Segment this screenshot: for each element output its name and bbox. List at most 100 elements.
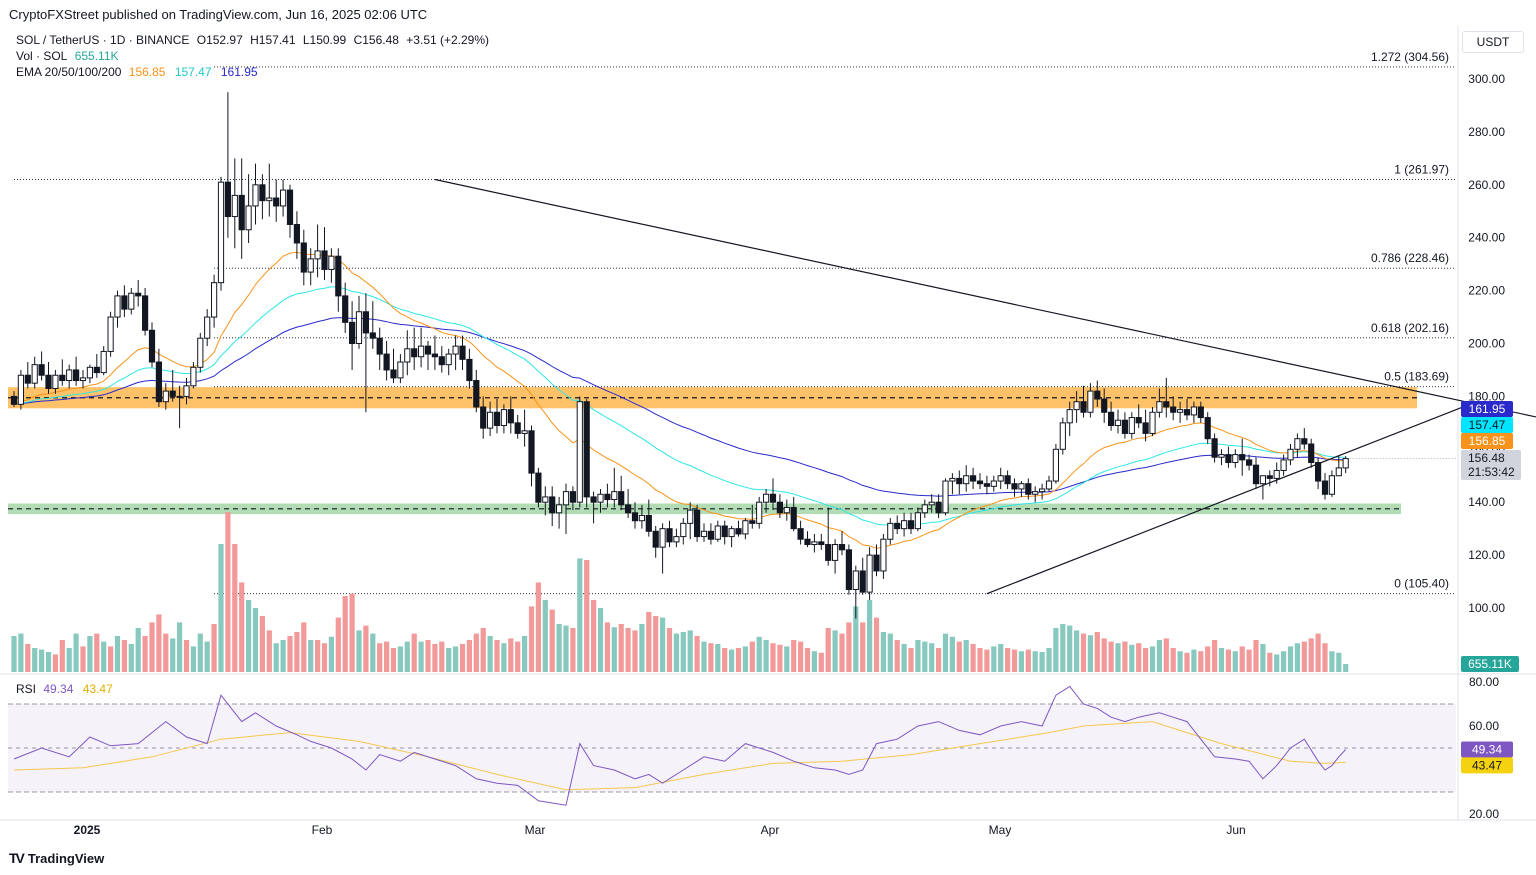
volume-bar — [211, 624, 217, 672]
candle — [231, 158, 238, 249]
candle — [528, 425, 535, 487]
candle-body-up — [1280, 459, 1287, 471]
candle-body-up — [1218, 454, 1225, 458]
candle-body-up — [79, 377, 87, 382]
candle — [535, 467, 542, 508]
candle — [997, 467, 1004, 489]
volume-bar — [335, 617, 341, 672]
volume-bar — [956, 641, 962, 672]
candle-body-up — [204, 316, 211, 339]
candle — [300, 229, 307, 286]
rsi-legend[interactable]: RSI 49.34 43.47 — [16, 682, 119, 696]
volume-bar — [1184, 652, 1190, 672]
candle-body-down — [694, 509, 701, 538]
volume-bar — [1281, 651, 1287, 672]
candle-body-up — [197, 337, 204, 368]
volume-bar — [1253, 640, 1259, 672]
candle — [1328, 470, 1336, 497]
candle-body-up — [1273, 469, 1280, 479]
candle-body-down — [1094, 390, 1101, 400]
volume-bar — [949, 636, 955, 672]
volume-bar — [1080, 633, 1087, 672]
candle-body-up — [1032, 491, 1039, 495]
fib-label-3: 0.618 (202.16) — [1371, 321, 1449, 335]
candle — [659, 523, 666, 574]
volume-bar — [611, 627, 617, 672]
candle-body-down — [707, 530, 714, 540]
volume-bar — [1101, 638, 1107, 672]
candle — [1246, 454, 1253, 471]
price-tick-6: 180.00 — [1468, 389, 1505, 403]
candle-body-up — [162, 390, 169, 403]
ema20-badge-bg — [1461, 433, 1513, 449]
candle-body-down — [321, 250, 328, 270]
candle — [135, 280, 142, 307]
volume-bar — [156, 614, 162, 672]
tradingview-wordmark: TradingView — [27, 850, 105, 866]
candle — [521, 409, 528, 447]
volume-bar — [963, 640, 969, 672]
volume-bar — [922, 641, 928, 672]
candle-body-down — [569, 491, 576, 503]
volume-bar — [183, 640, 190, 672]
descending-trendline — [434, 178, 1536, 418]
time-label-feb: Feb — [312, 823, 333, 837]
volume-bar — [1129, 644, 1135, 672]
volume-legend[interactable]: Vol · SOL 655.11K — [16, 49, 123, 63]
candle — [914, 507, 921, 532]
volume-bar — [860, 622, 866, 672]
volume-bar — [1294, 643, 1300, 672]
volume-bar — [998, 644, 1004, 672]
candle-body-down — [1101, 398, 1108, 413]
symbol-name[interactable]: SOL / TetherUS · 1D · BINANCE — [16, 33, 190, 47]
volume-bar — [1315, 633, 1321, 672]
candle-body-down — [590, 496, 597, 503]
volume-bar — [853, 606, 859, 672]
tradingview-branding[interactable]: TV TradingView — [9, 850, 104, 866]
candle-body-down — [1308, 443, 1315, 464]
candle-body-up — [183, 385, 190, 397]
candle — [266, 163, 273, 217]
candle — [362, 293, 369, 413]
candle-body-down — [818, 541, 825, 546]
candle — [1183, 399, 1191, 421]
currency-selector[interactable]: USDT — [1462, 31, 1524, 53]
ema-legend[interactable]: EMA 20/50/100/200 156.85 157.47 161.95 — [16, 65, 264, 79]
candle — [680, 518, 687, 545]
candle-body-down — [10, 395, 18, 405]
candle-body-down — [493, 411, 501, 426]
volume-bar — [542, 600, 548, 672]
candle — [445, 348, 452, 376]
volume-bar — [190, 646, 196, 672]
currency-label: USDT — [1476, 35, 1510, 49]
volume-bar — [1156, 640, 1162, 672]
candle — [404, 330, 411, 376]
candle-body-down — [1011, 483, 1018, 490]
ema50-badge-bg — [1461, 417, 1513, 433]
volume-bar — [1163, 638, 1169, 672]
price-tick-1: 280.00 — [1468, 125, 1505, 139]
candle-body-down — [238, 194, 245, 231]
candle-body-up — [17, 374, 24, 405]
candle-body-down — [24, 374, 31, 384]
volume-bar — [1198, 651, 1204, 672]
candle — [590, 491, 597, 524]
volume-bar — [1212, 640, 1218, 672]
candle — [93, 354, 100, 378]
candle — [383, 340, 390, 381]
volume-bar — [108, 646, 114, 672]
candle-body-up — [397, 361, 404, 379]
candle-body-down — [1266, 475, 1273, 479]
candle — [873, 544, 880, 577]
fib-label-0: 1.272 (304.56) — [1371, 50, 1449, 64]
candle — [976, 473, 984, 489]
candle — [1032, 486, 1039, 503]
candle — [293, 211, 300, 259]
candle — [652, 526, 659, 558]
volume-bar — [791, 640, 797, 672]
volume-bar — [177, 622, 183, 672]
volume-bar — [1218, 648, 1225, 672]
candle — [1321, 473, 1329, 500]
candle — [252, 163, 259, 225]
